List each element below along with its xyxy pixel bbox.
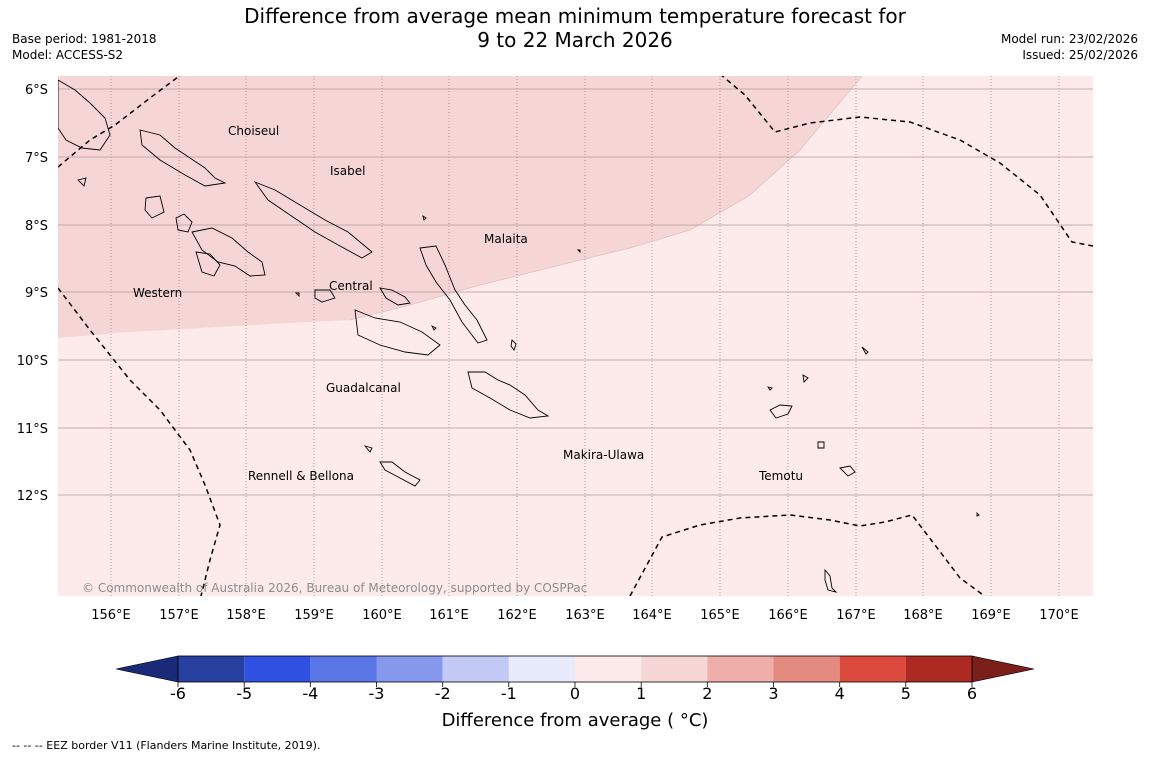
meta-right: Model run: 23/02/2026 Issued: 25/02/2026 bbox=[1001, 31, 1138, 63]
colorbar-tick-label: 3 bbox=[768, 684, 778, 700]
colorbar-segment bbox=[905, 656, 972, 682]
model-run: Model run: 23/02/2026 bbox=[1000, 32, 1138, 46]
place-label-guadalcanal: Guadalcanal bbox=[326, 381, 401, 395]
lon-label: 157°E bbox=[159, 608, 199, 623]
place-labels: Choiseul Isabel Malaita Western Central … bbox=[133, 124, 803, 483]
lon-label: 162°E bbox=[497, 608, 537, 623]
lon-label: 156°E bbox=[91, 608, 131, 623]
colorbar-segment bbox=[376, 656, 443, 682]
colorbar-tick-label: 4 bbox=[835, 684, 845, 700]
colorbar-segment bbox=[641, 656, 708, 682]
base-period: Base period: 1981-2018 bbox=[12, 32, 157, 46]
colorbar-segment bbox=[575, 656, 642, 682]
title-line-2: 9 to 22 March 2026 bbox=[477, 28, 673, 52]
place-label-malaita: Malaita bbox=[484, 232, 528, 246]
lat-label: 8°S bbox=[25, 219, 48, 234]
colorbar-tick-labels: -6 -5 -4 -3 -2 -1 0 1 2 3 4 5 6 bbox=[170, 684, 977, 700]
lon-label: 161°E bbox=[429, 608, 469, 623]
colorbar-segment bbox=[178, 656, 245, 682]
lon-label: 166°E bbox=[768, 608, 808, 623]
lat-label: 6°S bbox=[25, 83, 48, 98]
lat-labels: 6°S 7°S 8°S 9°S 10°S 11°S 12°S bbox=[17, 83, 48, 504]
lat-label: 10°S bbox=[17, 354, 48, 369]
anomaly-contour bbox=[349, 76, 863, 321]
colorbar-tick-label: 6 bbox=[967, 684, 977, 700]
colorbar-segment bbox=[244, 656, 311, 682]
eez-borders bbox=[58, 76, 1093, 596]
place-label-isabel: Isabel bbox=[330, 164, 365, 178]
lon-label: 170°E bbox=[1039, 608, 1079, 623]
colorbar-tick-label: 2 bbox=[702, 684, 712, 700]
lon-label: 169°E bbox=[971, 608, 1011, 623]
lat-label: 11°S bbox=[17, 422, 48, 437]
place-label-choiseul: Choiseul bbox=[228, 124, 279, 138]
colorbar-segment bbox=[839, 656, 906, 682]
colorbar-tick-label: 5 bbox=[901, 684, 911, 700]
colorbar-segment bbox=[442, 656, 509, 682]
place-label-temotu: Temotu bbox=[758, 469, 803, 483]
place-label-makira-ulawa: Makira-Ulawa bbox=[563, 448, 644, 462]
copyright-notice: © Commonwealth of Australia 2026, Bureau… bbox=[82, 581, 587, 595]
colorbar-label: Difference from average ( °C) bbox=[441, 710, 709, 731]
place-label-western: Western bbox=[133, 286, 182, 300]
eez-footnote: -- -- -- EEZ border V11 (Flanders Marine… bbox=[12, 739, 321, 752]
colorbar-tick-label: -3 bbox=[369, 684, 385, 700]
lon-label: 165°E bbox=[700, 608, 740, 623]
lon-label: 158°E bbox=[226, 608, 266, 623]
issued-date: Issued: 25/02/2026 bbox=[1022, 48, 1138, 62]
lat-label: 12°S bbox=[17, 489, 48, 504]
lon-label: 159°E bbox=[294, 608, 334, 623]
colorbar-tick-label: -6 bbox=[170, 684, 186, 700]
lon-label: 167°E bbox=[836, 608, 876, 623]
islands bbox=[58, 79, 980, 593]
title-line-1: Difference from average mean minimum tem… bbox=[244, 4, 906, 28]
place-label-central: Central bbox=[329, 279, 373, 293]
colorbar-tick-label: -2 bbox=[435, 684, 451, 700]
anomaly-zone-1-2 bbox=[58, 76, 862, 338]
meta-left: Base period: 1981-2018 Model: ACCESS-S2 bbox=[12, 31, 157, 63]
colorbar-low-extend bbox=[115, 655, 179, 683]
colorbar-segment bbox=[508, 656, 575, 682]
lat-label: 9°S bbox=[25, 286, 48, 301]
colorbar-tick-label: -1 bbox=[501, 684, 517, 700]
grid-lines bbox=[58, 76, 1093, 596]
chart-title: Difference from average mean minimum tem… bbox=[0, 4, 1150, 52]
lon-label: 163°E bbox=[565, 608, 605, 623]
colorbar-segment bbox=[773, 656, 840, 682]
colorbar-segment bbox=[707, 656, 774, 682]
colorbar-segment bbox=[310, 656, 377, 682]
colorbar-tick-label: 1 bbox=[636, 684, 646, 700]
colorbar: -6 -5 -4 -3 -2 -1 0 1 2 3 4 5 6 bbox=[115, 655, 1035, 700]
place-label-rennell-bellona: Rennell & Bellona bbox=[248, 469, 354, 483]
colorbar-tick-marks bbox=[177, 682, 973, 687]
map-area: Choiseul Isabel Malaita Western Central … bbox=[58, 76, 1093, 596]
forecast-map: Choiseul Isabel Malaita Western Central … bbox=[17, 76, 1093, 700]
model-name: Model: ACCESS-S2 bbox=[12, 48, 124, 62]
lon-label: 160°E bbox=[362, 608, 402, 623]
lon-label: 164°E bbox=[632, 608, 672, 623]
colorbar-high-extend bbox=[971, 655, 1035, 683]
colorbar-tick-label: -4 bbox=[302, 684, 318, 700]
colorbar-tick-label: -5 bbox=[236, 684, 252, 700]
lat-label: 7°S bbox=[25, 151, 48, 166]
lon-label: 168°E bbox=[903, 608, 943, 623]
colorbar-tick-label: 0 bbox=[570, 684, 580, 700]
lon-labels: 156°E 157°E 158°E 159°E 160°E 161°E 162°… bbox=[91, 608, 1079, 623]
